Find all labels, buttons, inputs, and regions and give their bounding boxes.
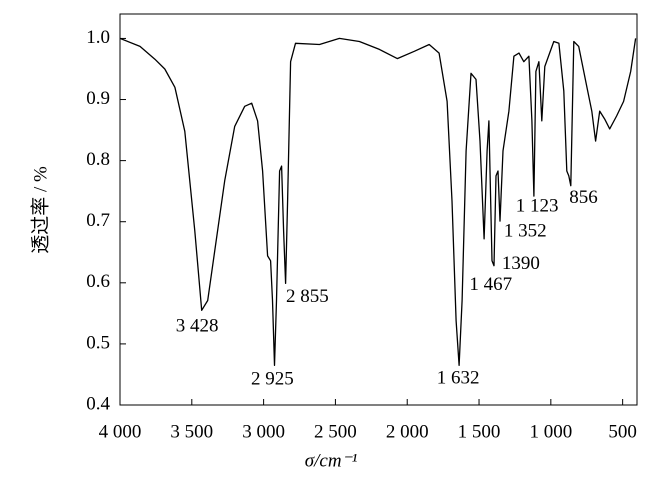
x-tick-label: 4 000 (99, 421, 142, 442)
x-tick-label: 3 500 (170, 421, 213, 442)
plot-frame (119, 13, 638, 406)
y-tick-label: 0.4 (86, 393, 110, 414)
x-tick-label: 3 000 (242, 421, 285, 442)
peak-label: 1 352 (504, 220, 547, 241)
spectrum-line (119, 37, 637, 366)
x-tick-label: 1 500 (458, 421, 501, 442)
peak-label: 856 (569, 187, 598, 208)
x-tick-label: 500 (608, 421, 637, 442)
peak-label: 1390 (502, 253, 540, 274)
x-axis-label: σ/cm⁻¹ (305, 450, 358, 471)
peak-label: 1 467 (469, 274, 512, 295)
peak-label: 3 428 (176, 316, 219, 337)
peak-label: 2 855 (286, 286, 329, 307)
peak-label: 2 925 (251, 369, 294, 390)
y-tick-label: 0.9 (86, 88, 110, 109)
x-tick-label: 2 500 (314, 421, 357, 442)
y-tick-label: 0.8 (86, 149, 110, 170)
y-tick-label: 1.0 (86, 27, 110, 48)
x-tick-label: 2 000 (386, 421, 429, 442)
y-tick-label: 0.6 (86, 271, 110, 292)
y-tick-label: 0.5 (86, 332, 110, 353)
x-tick-label: 1 000 (529, 421, 572, 442)
y-axis-label: 透过率 / % (29, 166, 51, 254)
peak-label: 1 123 (516, 195, 559, 216)
y-tick-label: 0.7 (86, 210, 110, 231)
peak-label: 1 632 (437, 368, 480, 389)
